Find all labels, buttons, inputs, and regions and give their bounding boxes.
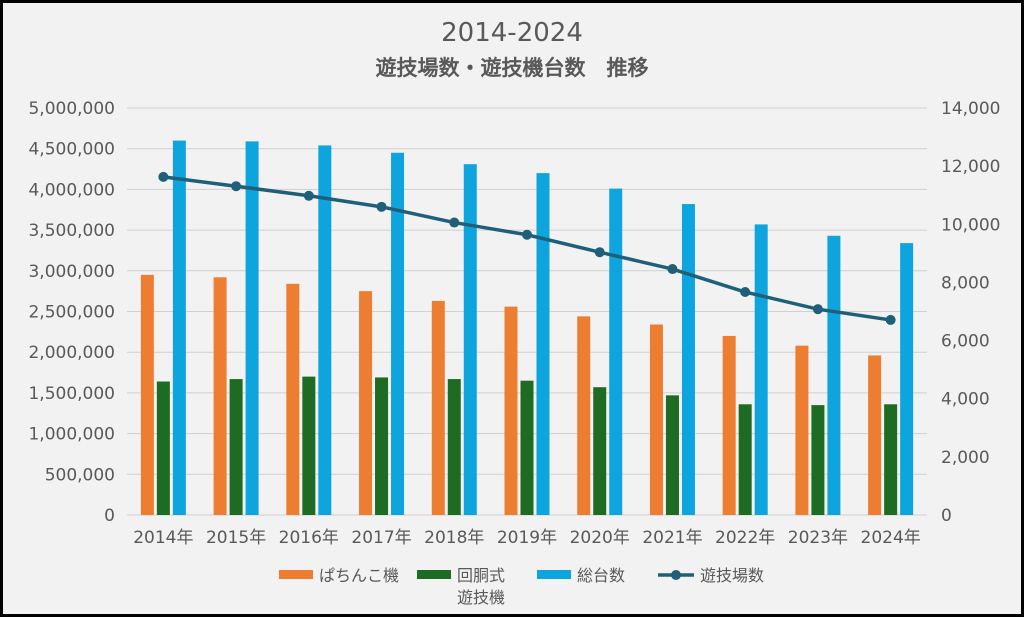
chart-title: 2014-2024 bbox=[441, 18, 583, 48]
line-point bbox=[231, 181, 242, 192]
line-point bbox=[740, 287, 751, 298]
y-left-tick-label: 0 bbox=[104, 506, 115, 526]
bar bbox=[463, 164, 477, 515]
bar bbox=[593, 387, 607, 515]
line-point bbox=[449, 217, 460, 228]
x-tick-label: 2016年 bbox=[279, 528, 339, 548]
bar bbox=[754, 224, 768, 516]
line-point bbox=[812, 304, 823, 315]
y-left-tick-label: 5,000,000 bbox=[28, 99, 115, 119]
y-right-tick-label: 8,000 bbox=[941, 273, 990, 293]
legend-marker bbox=[671, 570, 681, 580]
y-left-tick-label: 500,000 bbox=[45, 465, 115, 485]
y-right-tick-label: 14,000 bbox=[941, 99, 1000, 119]
x-tick-label: 2024年 bbox=[861, 528, 921, 548]
legend-label: 総台数 bbox=[577, 566, 625, 585]
bar bbox=[795, 345, 809, 515]
chart-svg: 2014-2024 遊技場数・遊技機台数 推移 0 500,000 1,000,00… bbox=[28, 18, 1000, 607]
y-right-tick-label: 4,000 bbox=[941, 390, 990, 410]
line-point bbox=[667, 264, 678, 275]
bar bbox=[375, 377, 389, 515]
y-right-tick-label: 10,000 bbox=[941, 215, 1000, 235]
line-series bbox=[158, 171, 896, 325]
bar bbox=[213, 277, 227, 515]
y-left-tick-label: 1,500,000 bbox=[28, 384, 115, 404]
bar bbox=[431, 300, 445, 515]
bar bbox=[359, 291, 373, 515]
x-tick-label: 2015年 bbox=[206, 528, 266, 548]
bar bbox=[738, 404, 752, 515]
y-right-tick-label: 2,000 bbox=[941, 448, 990, 468]
y-left-tick-label: 2,500,000 bbox=[28, 303, 115, 323]
bar bbox=[681, 204, 695, 515]
gridlines bbox=[127, 107, 927, 516]
legend-swatch bbox=[279, 570, 313, 579]
bar bbox=[302, 376, 316, 515]
bar bbox=[156, 381, 170, 515]
bar bbox=[811, 405, 825, 515]
bar bbox=[868, 355, 882, 515]
bar bbox=[884, 404, 898, 515]
line-point bbox=[303, 190, 314, 201]
x-tick-label: 2020年 bbox=[570, 528, 630, 548]
legend-label: 遊技場数 bbox=[700, 566, 764, 585]
bar bbox=[140, 274, 154, 515]
y-left-tick-label: 2,000,000 bbox=[28, 343, 115, 363]
bar bbox=[172, 140, 186, 515]
bar bbox=[900, 243, 914, 515]
y-left-tick-label: 4,500,000 bbox=[28, 140, 115, 160]
line-point bbox=[376, 201, 387, 212]
legend-label: ぱちんこ機 bbox=[319, 566, 399, 585]
chart-subtitle: 遊技場数・遊技機台数 推移 bbox=[376, 56, 649, 80]
x-tick-label: 2023年 bbox=[788, 528, 848, 548]
x-tick-label: 2022年 bbox=[715, 528, 775, 548]
bar bbox=[827, 235, 841, 515]
x-tick-label: 2014年 bbox=[133, 528, 193, 548]
y-right-tick-label: 6,000 bbox=[941, 332, 990, 352]
y-right-tick-label: 12,000 bbox=[941, 157, 1000, 177]
x-tick-label: 2019年 bbox=[497, 528, 557, 548]
bar bbox=[229, 379, 243, 515]
bar bbox=[504, 306, 518, 515]
x-tick-label: 2021年 bbox=[642, 528, 702, 548]
bar bbox=[649, 324, 663, 515]
line-point bbox=[594, 247, 605, 258]
legend-label: 遊技機 bbox=[457, 588, 505, 607]
bar bbox=[318, 145, 332, 515]
line-point bbox=[158, 171, 169, 182]
legend-swatch bbox=[417, 570, 451, 579]
y-left-tick-label: 4,000,000 bbox=[28, 180, 115, 200]
bar bbox=[577, 316, 591, 515]
bar bbox=[520, 380, 534, 515]
x-tick-label: 2018年 bbox=[424, 528, 484, 548]
legend-swatch bbox=[537, 570, 571, 579]
bar bbox=[245, 141, 259, 515]
series-line bbox=[163, 175, 891, 322]
bar bbox=[391, 152, 405, 515]
line-point bbox=[885, 314, 896, 325]
legend-label: 回胴式 bbox=[457, 566, 505, 585]
bars bbox=[140, 140, 914, 516]
bar bbox=[447, 379, 461, 515]
y-left-tick-label: 3,000,000 bbox=[28, 262, 115, 282]
bar bbox=[722, 335, 736, 515]
bar bbox=[609, 188, 623, 515]
axes: 0 500,000 1,000,000 1,500,000 2,000,000 2,500… bbox=[28, 99, 1000, 548]
y-left-tick-label: 3,500,000 bbox=[28, 221, 115, 241]
bar bbox=[665, 395, 679, 515]
y-right-tick-label: 0 bbox=[941, 506, 952, 526]
line-point bbox=[522, 229, 532, 240]
y-left-tick-label: 1,000,000 bbox=[28, 425, 115, 445]
bar bbox=[286, 283, 300, 515]
x-tick-label: 2017年 bbox=[351, 528, 411, 548]
bar bbox=[536, 173, 550, 515]
